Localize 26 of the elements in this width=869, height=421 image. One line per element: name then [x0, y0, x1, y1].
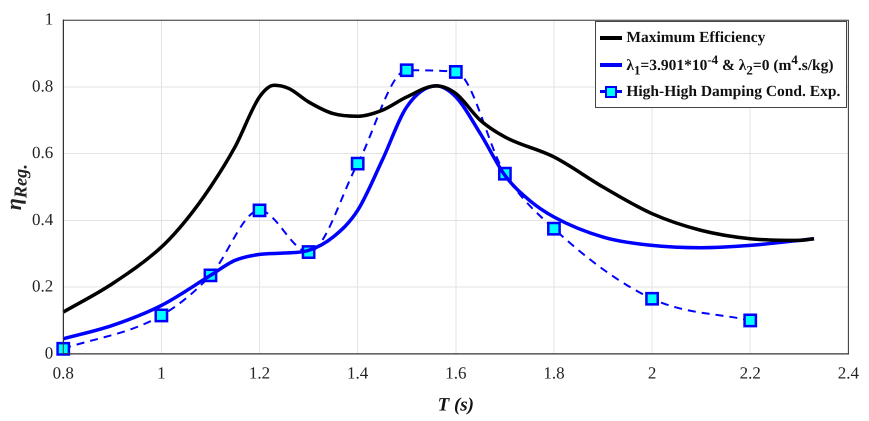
- x-tick-label: 2.4: [838, 363, 860, 382]
- legend-label: High-High Damping Cond. Exp.: [626, 82, 840, 101]
- point: [743, 314, 758, 328]
- point: [645, 292, 659, 306]
- y-tick-label: 0.4: [32, 210, 54, 229]
- x-tick-label: 1.8: [543, 363, 565, 382]
- point: [448, 65, 463, 79]
- x-tick-label: 1: [157, 363, 166, 382]
- x-axis-title: T (s): [438, 394, 474, 416]
- x-tick-label: 1.6: [445, 363, 466, 382]
- x-tick-label: 2.2: [740, 363, 761, 382]
- point: [252, 203, 266, 218]
- point: [154, 308, 168, 322]
- y-tick-label: 0.8: [32, 76, 54, 96]
- y-tick-label: 0: [44, 343, 54, 362]
- y-tick-label: 1: [44, 10, 54, 29]
- legend-label: Maximum Efficiency: [626, 28, 766, 47]
- y-tick-label: 0.6: [32, 143, 54, 162]
- point: [400, 63, 414, 78]
- x-tick-label: 1.4: [347, 363, 369, 382]
- x-tick-label: 1.2: [248, 363, 270, 382]
- y-tick-label: 0.2: [32, 276, 54, 296]
- x-tick-label: 2: [648, 363, 656, 382]
- text: λ$_{1}$=3.901*10$^{-4}$ & λ$_{2}$=0 (m$^{4}$.s/kg): [626, 52, 834, 77]
- point: [547, 222, 561, 236]
- point: [350, 156, 365, 171]
